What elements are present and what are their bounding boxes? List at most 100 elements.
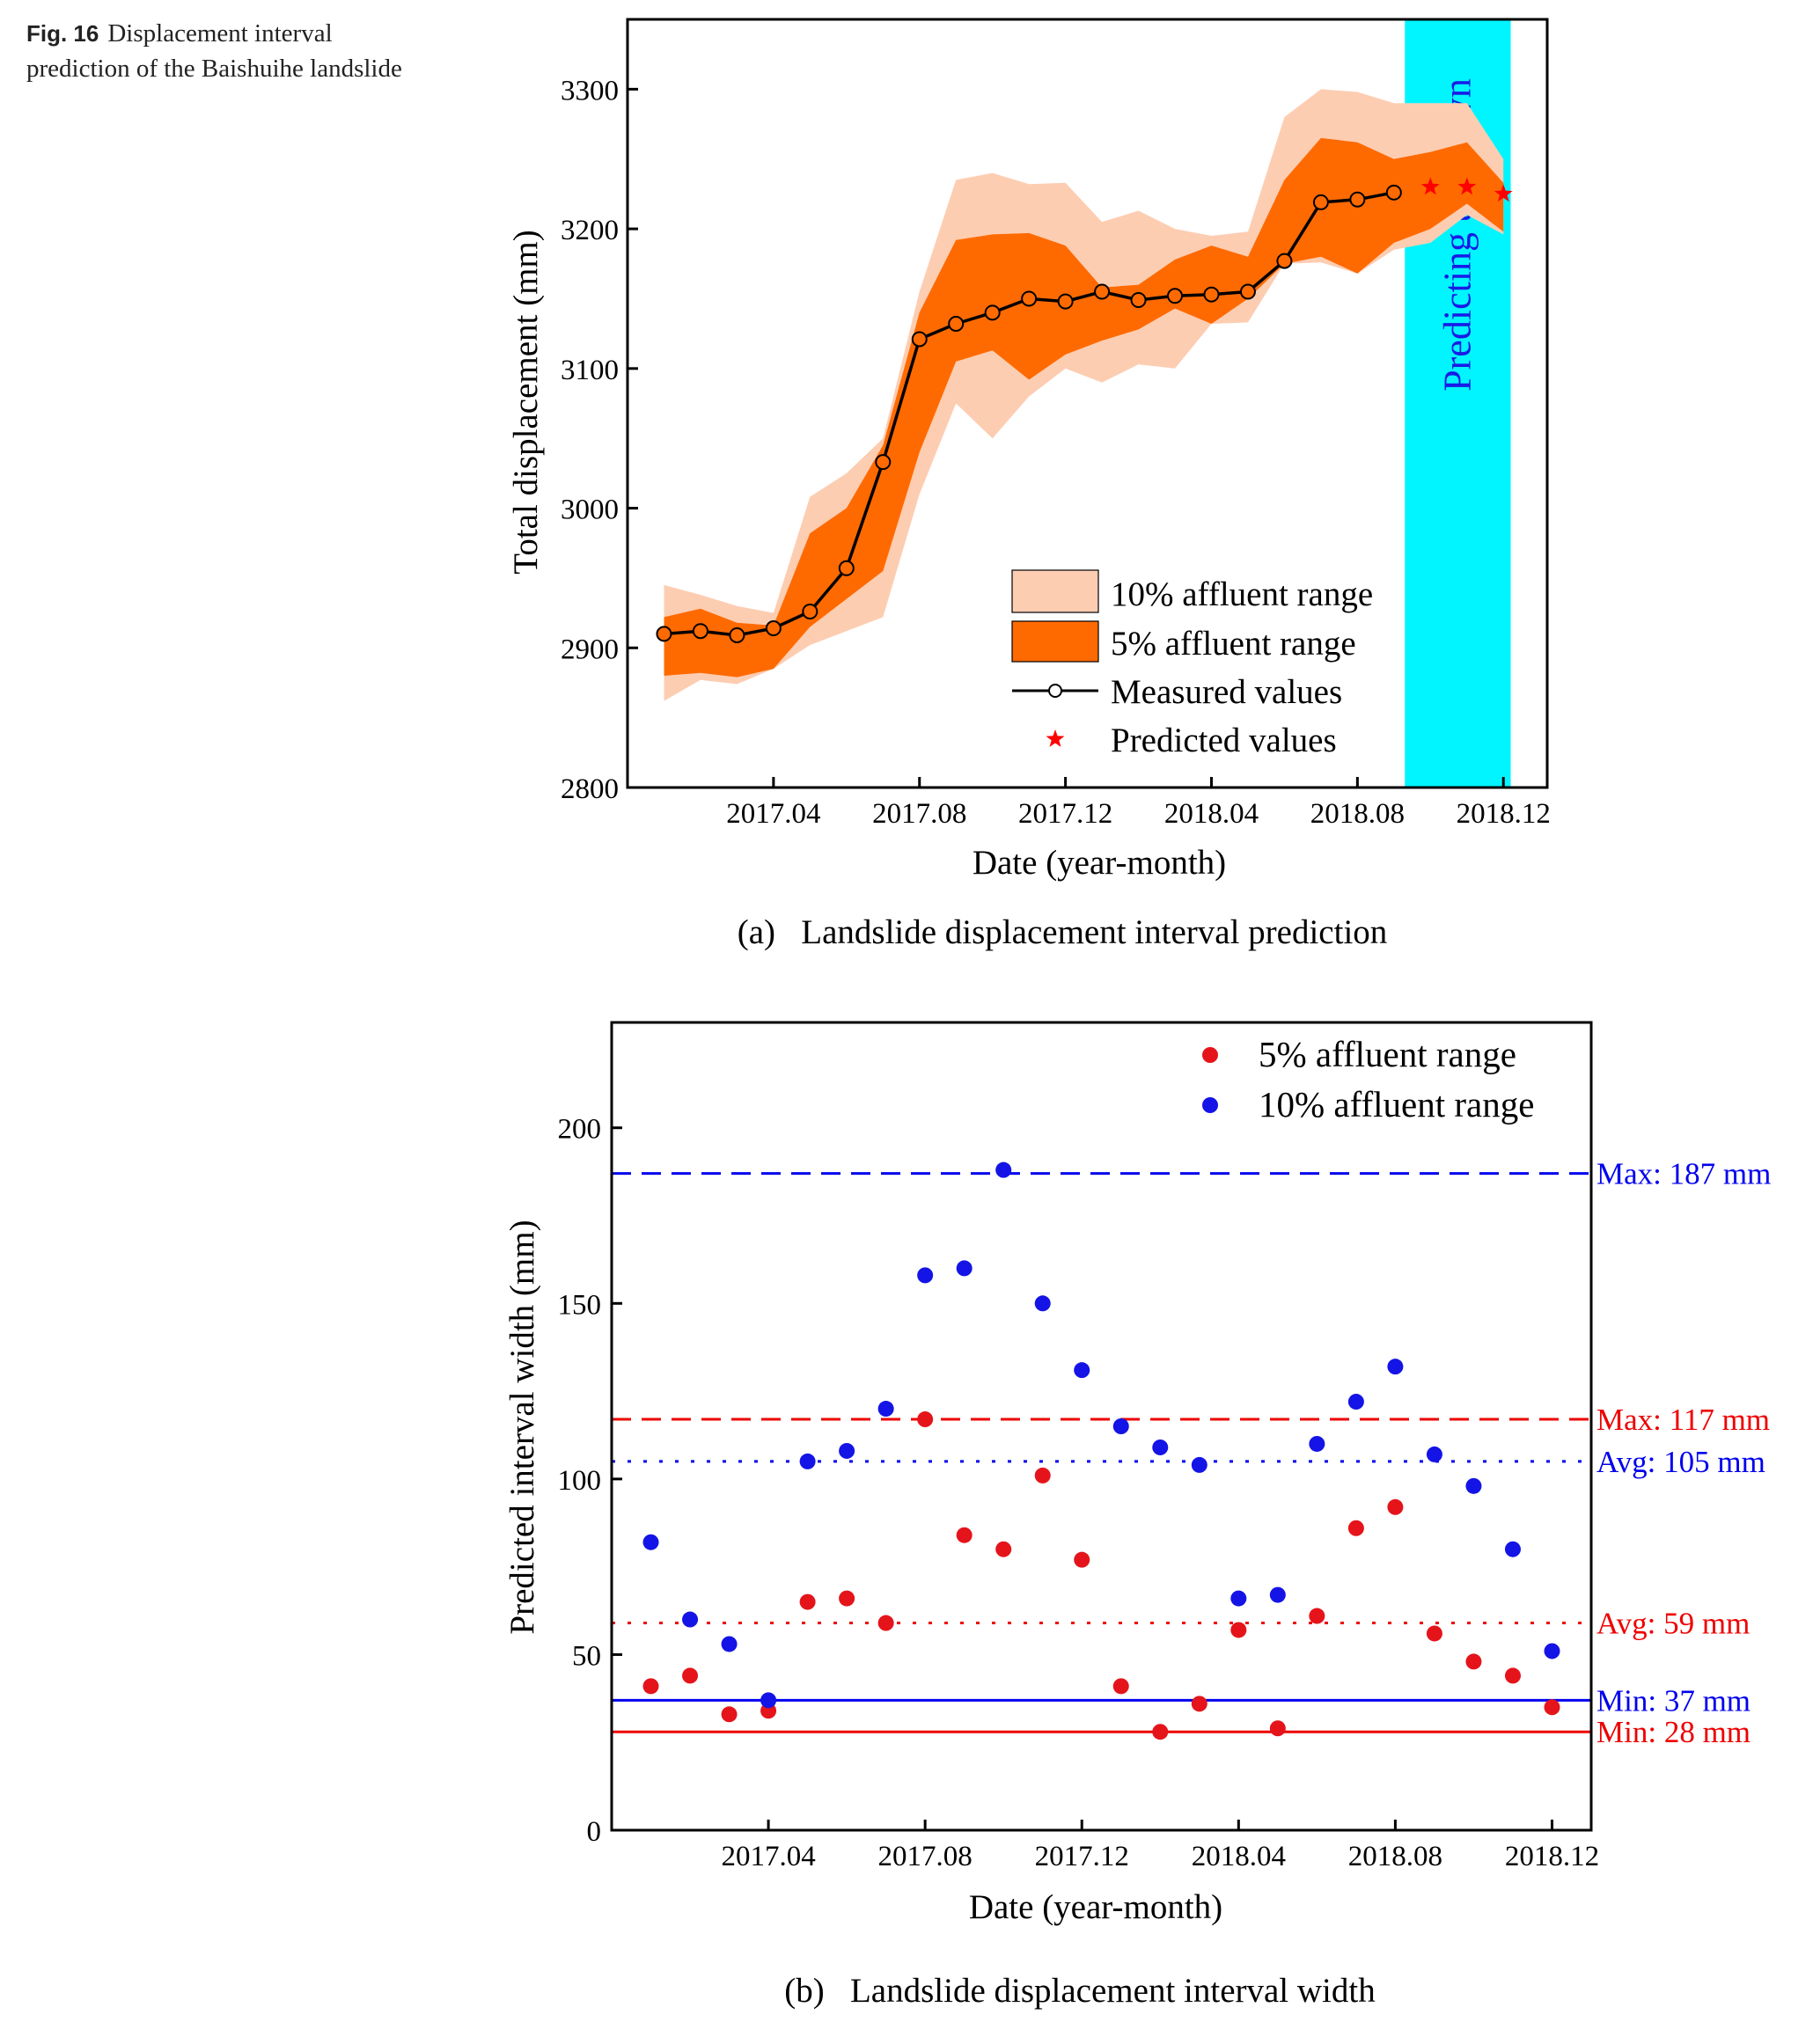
y-tick-label: 3000 <box>561 495 619 526</box>
legend-label-measured: Measured values <box>1111 673 1342 711</box>
measured-point <box>656 626 672 642</box>
measured-point <box>1349 191 1366 208</box>
scatter-point-5pct <box>956 1527 973 1543</box>
scatter-point-10pct <box>1309 1435 1325 1452</box>
scatter-point-10pct <box>1269 1586 1286 1603</box>
x-tick-label: 2017.12 <box>1018 798 1112 830</box>
legend-label-band5: 5% affluent range <box>1111 625 1356 663</box>
scatter-point-5pct <box>682 1667 699 1684</box>
scatter-point-10pct <box>1387 1359 1404 1375</box>
scatter-point-10pct <box>1544 1643 1560 1659</box>
scatter-point-10pct <box>995 1161 1012 1178</box>
measured-point <box>1167 288 1184 304</box>
scatter-point-10pct <box>642 1534 659 1550</box>
legend-label-band10: 10% affluent range <box>1111 575 1373 613</box>
scatter-point-5pct <box>1112 1678 1129 1695</box>
chart-b-xlabel: Date (year-month) <box>969 1888 1222 1926</box>
x-tick-label: 2017.08 <box>872 798 966 830</box>
y-tick-label: 200 <box>558 1114 602 1146</box>
legend-label-5pct: 5% affluent range <box>1259 1034 1516 1074</box>
legend-swatch-band10 <box>1011 569 1099 613</box>
scatter-point-5pct <box>877 1615 894 1631</box>
measured-point <box>948 316 965 333</box>
legend-swatch-band5 <box>1011 620 1099 663</box>
chart-a-xlabel: Date (year-month) <box>973 844 1226 882</box>
measured-point <box>692 623 708 640</box>
chart-b-panel-caption: (b) Landslide displacement interval widt… <box>784 1972 1375 2010</box>
measured-point <box>1312 194 1329 210</box>
scatter-point-5pct <box>995 1541 1012 1557</box>
y-tick-label: 2800 <box>561 773 619 805</box>
y-tick-label: 3300 <box>561 75 619 106</box>
scatter-point-5pct <box>1074 1551 1090 1568</box>
measured-point <box>1057 293 1074 310</box>
chart-a-frame <box>626 18 1549 789</box>
scatter-point-5pct <box>1309 1608 1325 1624</box>
figure-caption-text: Displacement interval prediction of the … <box>26 19 402 83</box>
x-tick-label: 2018.12 <box>1457 798 1551 830</box>
reference-line-label: Avg: 59 mm <box>1596 1607 1750 1641</box>
x-tick-label: 2018.12 <box>1505 1841 1599 1872</box>
x-tick-label: 2017.04 <box>721 1841 815 1872</box>
scatter-point-10pct <box>1112 1418 1129 1434</box>
measured-point <box>1094 283 1111 300</box>
legend-swatch-predicted <box>1046 729 1065 747</box>
scatter-point-5pct <box>799 1593 816 1610</box>
scatter-point-5pct <box>721 1706 738 1723</box>
scatter-point-10pct <box>721 1636 738 1652</box>
measured-point <box>875 454 892 471</box>
measured-point <box>1276 253 1293 269</box>
reference-line-label: Max: 117 mm <box>1596 1403 1770 1437</box>
figure-caption: Fig. 16 Displacement interval prediction … <box>26 16 414 86</box>
y-tick-label: 3200 <box>561 215 619 246</box>
legend-swatch-measured-marker <box>1048 684 1062 698</box>
legend-marker-5pct <box>1202 1047 1218 1063</box>
chart-b: Predicted interval width (mm) Date (year… <box>503 1021 1771 2010</box>
predicted-point <box>1457 177 1477 195</box>
measured-point <box>984 304 1001 321</box>
scatter-point-10pct <box>1504 1541 1521 1557</box>
scatter-point-5pct <box>1152 1724 1169 1740</box>
measured-point <box>1021 290 1038 307</box>
scatter-point-5pct <box>1544 1699 1560 1716</box>
scatter-point-10pct <box>1074 1362 1090 1379</box>
scatter-point-10pct <box>877 1401 894 1418</box>
reference-line-label: Min: 28 mm <box>1596 1715 1751 1749</box>
legend-label-predicted: Predicted values <box>1111 722 1337 759</box>
scatter-point-10pct <box>839 1442 855 1459</box>
measured-point <box>1130 292 1147 309</box>
figure-label: Fig. 16 <box>26 20 99 47</box>
measured-point <box>729 626 745 643</box>
scatter-point-10pct <box>917 1267 934 1284</box>
scatter-point-5pct <box>1387 1498 1404 1515</box>
chart-a: Total displacement (mm) Date (year-month… <box>507 18 1551 951</box>
scatter-point-5pct <box>1426 1625 1442 1642</box>
band-5-percent <box>664 137 1504 678</box>
scatter-point-10pct <box>799 1453 816 1469</box>
predicted-point <box>1494 184 1513 202</box>
scatter-point-10pct <box>956 1260 973 1277</box>
measured-point <box>1385 184 1402 201</box>
y-tick-label: 0 <box>587 1816 602 1848</box>
x-tick-label: 2018.04 <box>1164 798 1259 830</box>
reference-line-label: Min: 37 mm <box>1596 1683 1751 1718</box>
reference-line-label: Avg: 105 mm <box>1596 1445 1765 1479</box>
scatter-point-10pct <box>1152 1439 1169 1455</box>
x-tick-label: 2017.04 <box>726 798 820 830</box>
scatter-point-10pct <box>760 1692 777 1709</box>
scatter-point-10pct <box>1426 1446 1442 1462</box>
scatter-point-10pct <box>1034 1295 1051 1312</box>
scatter-point-5pct <box>917 1411 934 1428</box>
legend-label-10pct: 10% affluent range <box>1259 1084 1534 1125</box>
scatter-point-5pct <box>1465 1653 1482 1670</box>
scatter-point-5pct <box>1034 1467 1051 1484</box>
legend-marker-10pct <box>1202 1097 1218 1113</box>
measured-point <box>1239 283 1256 300</box>
reference-line-label: Max: 187 mm <box>1596 1157 1771 1191</box>
y-tick-label: 50 <box>572 1640 601 1672</box>
scatter-point-5pct <box>642 1678 659 1695</box>
scatter-point-5pct <box>1504 1667 1521 1684</box>
scatter-point-10pct <box>1465 1477 1482 1494</box>
predicted-point <box>1420 177 1440 195</box>
